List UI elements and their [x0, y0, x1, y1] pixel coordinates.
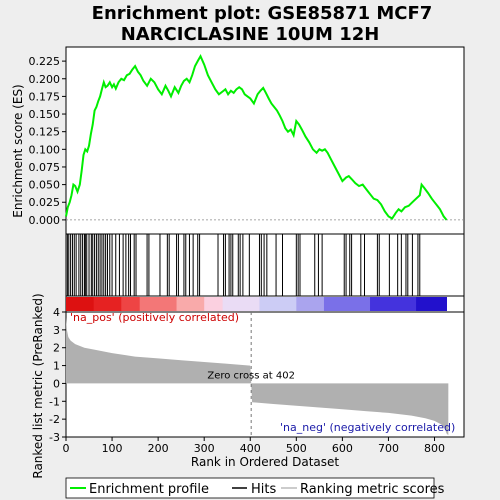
es-y-tick-label: 0.000 — [29, 214, 61, 227]
hits-panel — [65, 233, 465, 297]
metric-y-tick-label: 0 — [53, 377, 60, 390]
heatmap-cell — [139, 297, 178, 311]
chart-title-line2: NARCICLASINE 10UM 12H — [121, 24, 380, 45]
legend: Enrichment profile Hits Ranking metric s… — [65, 477, 445, 499]
heatmap-cell — [66, 297, 95, 311]
heatmap-cell — [370, 297, 417, 311]
metric-x-tick-label: 500 — [286, 442, 307, 455]
es-y-tick-label: 0.100 — [29, 143, 61, 156]
es-plot-area — [65, 46, 465, 235]
metric-x-tick-label: 700 — [378, 442, 399, 455]
metric-y-tick-label: 1 — [53, 360, 60, 373]
legend-hits-label: Hits — [251, 482, 276, 497]
es-panel: 0.000 0.025 0.050 0.075 0.100 0.125 0.150 0.175… — [11, 46, 465, 235]
es-y-tick-label: 0.050 — [29, 179, 61, 192]
es-y-tick-label: 0.150 — [29, 108, 61, 121]
zero-cross-label: Zero cross at 402 — [207, 370, 295, 381]
heatmap-cell — [93, 297, 122, 311]
hit-markers — [66, 234, 421, 296]
metric-y-tick-label: 3 — [53, 324, 60, 337]
metric-x-tick-label: 100 — [102, 442, 123, 455]
metric-x-tick-label: 600 — [332, 442, 353, 455]
chart-title-line1: Enrichment plot: GSE85871 MCF7 — [92, 3, 433, 24]
es-y-tick-label: 0.200 — [29, 73, 61, 86]
es-y-tick-label: 0.025 — [29, 196, 61, 209]
es-y-axis-title: Enrichment score (ES) — [11, 84, 25, 217]
heatmap-cell — [416, 297, 447, 311]
neg-correlated-label: 'na_neg' (negatively correlated) — [280, 421, 455, 434]
es-y-tick-label: 0.225 — [29, 55, 61, 68]
pos-correlated-label: 'na_pos' (positively correlated) — [70, 311, 239, 324]
es-y-tick-label: 0.125 — [29, 126, 61, 139]
metric-x-tick-label: 300 — [194, 442, 215, 455]
es-enrichment-line — [65, 53, 448, 221]
heatmap-cell — [296, 297, 325, 311]
metric-panel: -3 -2 -1 0 1 2 3 4 0 100 200 300 400 500 600 700 800 Ze… — [31, 293, 465, 479]
es-y-axis: 0.000 0.025 0.050 0.075 0.100 0.125 0.150 0.175… — [29, 55, 66, 227]
metric-y-tick-label: -2 — [49, 413, 60, 426]
metric-y-tick-label: -1 — [49, 395, 60, 408]
metric-x-tick-label: 800 — [424, 442, 445, 455]
metric-y-axis-title: Ranked list metric (PreRanked) — [31, 293, 45, 478]
heatmap-cell — [259, 297, 297, 311]
legend-metric-label: Ranking metric scores — [300, 482, 445, 497]
metric-x-axis-title: Rank in Ordered Dataset — [191, 455, 339, 469]
legend-enrichment-label: Enrichment profile — [89, 482, 209, 497]
metric-x-tick-label: 400 — [240, 442, 261, 455]
heatmap-cell — [176, 297, 205, 311]
metric-y-tick-label: 2 — [53, 342, 60, 355]
metric-y-tick-label: -3 — [49, 431, 60, 444]
rank-heatmap-panel — [65, 295, 465, 313]
heatmap-cell — [121, 297, 141, 311]
es-y-tick-label: 0.075 — [29, 161, 61, 174]
ranking-metric-area — [66, 317, 449, 436]
heatmap-cell — [323, 297, 371, 311]
rank-heatmap-bar — [66, 297, 447, 311]
es-y-tick-label: 0.175 — [29, 90, 61, 103]
metric-y-tick-label: 4 — [53, 306, 60, 319]
metric-x-axis: 0 100 200 300 400 500 600 700 800 — [63, 437, 445, 455]
metric-x-tick-label: 0 — [63, 442, 70, 455]
heatmap-cell — [204, 297, 224, 311]
metric-x-tick-label: 200 — [148, 442, 169, 455]
heatmap-cell — [222, 297, 260, 311]
metric-y-axis: -3 -2 -1 0 1 2 3 4 — [49, 306, 66, 444]
